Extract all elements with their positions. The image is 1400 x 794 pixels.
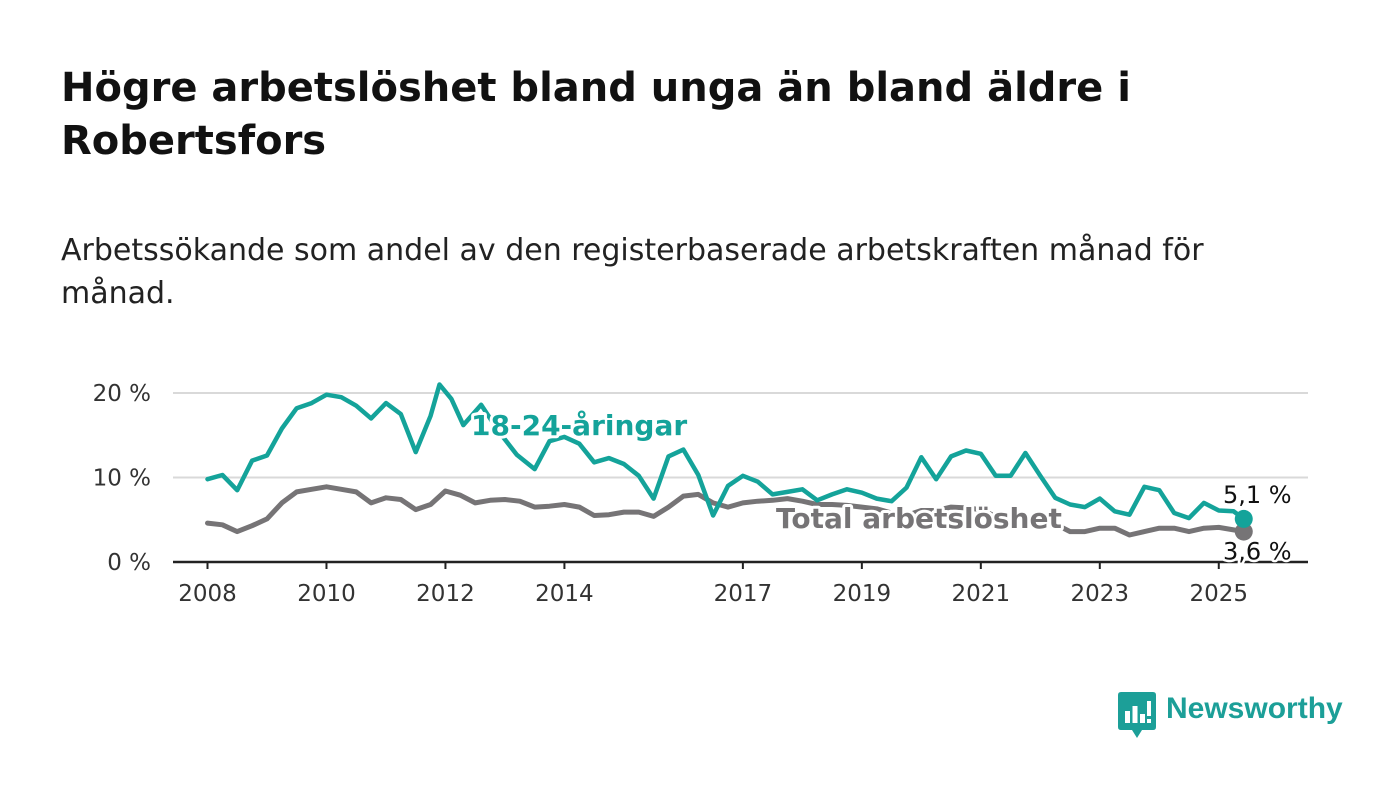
series-labels: 18-24-åringar Total arbetslöshet 5,1 % 3,6 …: [468, 406, 1294, 568]
series-label-18-24: 18-24-åringar: [471, 409, 687, 442]
x-axis-ticks: 2008 2010 2012 2014 2017 2019 2021 2023 2025: [178, 562, 1248, 607]
brand-name: Newsworthy: [1166, 692, 1343, 725]
y-axis-ticks: 0 % 10 % 20 %: [93, 381, 151, 576]
x-tick-label: 2008: [178, 581, 237, 607]
bar-chart-speech-bubble-icon: [1118, 692, 1156, 738]
x-tick-label: 2025: [1189, 581, 1248, 607]
series-line-18-24: [205, 382, 1247, 522]
x-tick-label: 2017: [714, 581, 773, 607]
x-tick-label: 2012: [416, 581, 475, 607]
x-tick-label: 2014: [535, 581, 594, 607]
end-value-label-total: 3,6 %: [1223, 538, 1292, 566]
end-value-label-18-24: 5,1 %: [1223, 481, 1292, 509]
chart-title: Högre arbetslöshet bland unga än bland ä…: [61, 65, 1131, 164]
end-point-18-24: [1234, 509, 1253, 528]
x-tick-label: 2021: [952, 581, 1011, 607]
x-tick-label: 2010: [297, 581, 356, 607]
y-tick-label: 10 %: [93, 466, 151, 492]
y-tick-label: 20 %: [93, 381, 151, 407]
y-tick-label: 0 %: [107, 550, 151, 576]
x-tick-label: 2019: [833, 581, 892, 607]
series-label-total: Total arbetslöshet: [776, 502, 1062, 535]
newsworthy-logo: Newsworthy: [1118, 688, 1348, 738]
series-layer: [205, 382, 1253, 541]
x-tick-label: 2023: [1071, 581, 1130, 607]
series-line-total: [205, 484, 1247, 538]
chart-subtitle: Arbetssökande som andel av den registerb…: [61, 233, 1204, 311]
end-point-total: [1234, 522, 1253, 541]
